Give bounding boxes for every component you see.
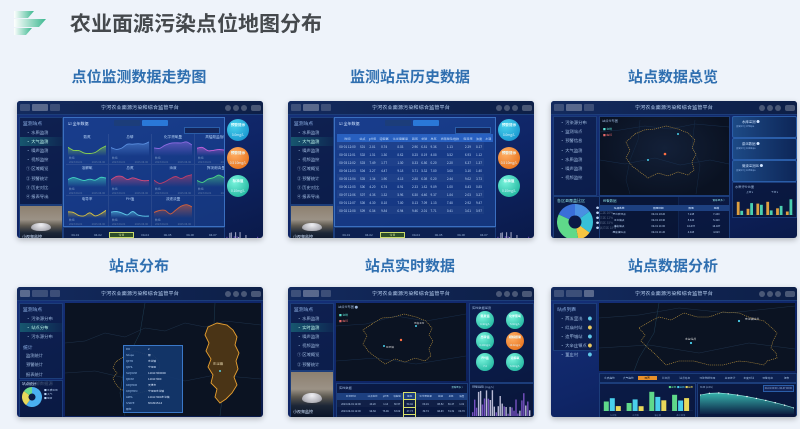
svg-text:丰台站点: 丰台站点 bbox=[685, 337, 696, 341]
svg-text:板桥镇: 板桥镇 bbox=[386, 345, 394, 349]
svg-text:东淀镇站点: 东淀镇站点 bbox=[745, 317, 759, 321]
svg-text:东淀镇: 东淀镇 bbox=[213, 361, 224, 366]
svg-text:史庄子村: 史庄子村 bbox=[414, 321, 425, 325]
